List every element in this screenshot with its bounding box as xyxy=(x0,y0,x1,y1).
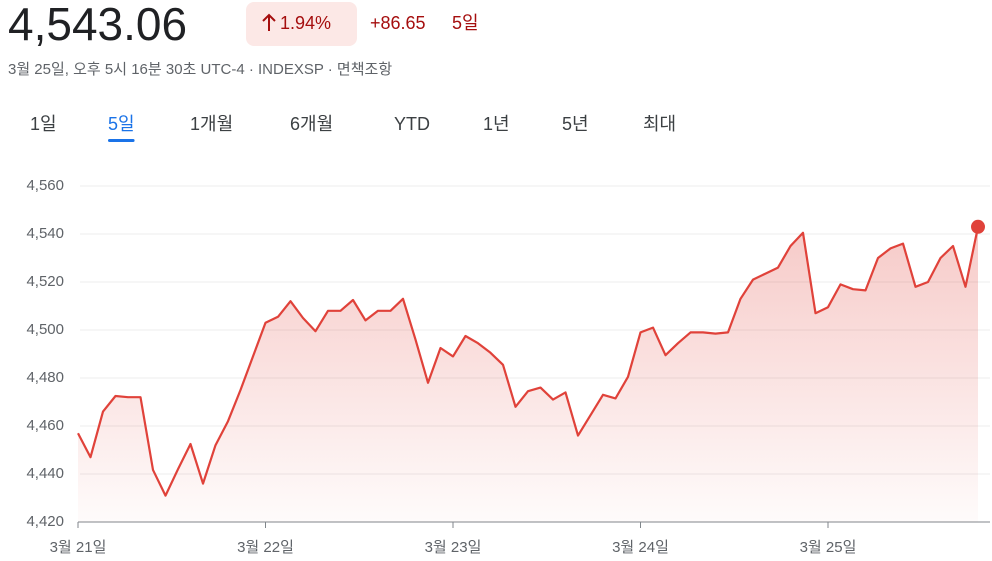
range-tab[interactable]: 1일 xyxy=(30,114,57,134)
y-tick-label: 4,500 xyxy=(26,321,64,338)
change: +86.65 xyxy=(370,13,426,33)
x-tick-label: 3월 22일 xyxy=(237,539,294,556)
up-arrow xyxy=(262,13,276,31)
range-tab[interactable]: 1년 xyxy=(483,114,510,134)
y-tick-label: 4,480 xyxy=(26,369,64,386)
x-tick-label: 3월 23일 xyxy=(425,539,482,556)
y-tick-label: 4,460 xyxy=(26,417,64,434)
range-tab[interactable]: YTD xyxy=(394,114,430,134)
last-point xyxy=(971,219,985,234)
change-badge xyxy=(246,2,357,46)
price: 4,543.06 xyxy=(8,0,187,50)
y-tick-label: 4,560 xyxy=(26,177,64,194)
range-tab[interactable]: 1개월 xyxy=(190,114,233,134)
period: 5일 xyxy=(452,13,479,33)
x-tick-label: 3월 24일 xyxy=(612,539,669,556)
range-tab[interactable]: 5일 xyxy=(108,114,135,134)
y-tick-label: 4,420 xyxy=(26,513,64,530)
x-tick-label: 3월 25일 xyxy=(800,539,857,556)
range-tab[interactable]: 6개월 xyxy=(290,114,333,134)
change-percent: 1.94% xyxy=(280,13,331,33)
y-tick-label: 4,540 xyxy=(26,225,64,242)
active-underline xyxy=(108,139,135,142)
range-tab[interactable]: 5년 xyxy=(562,114,589,134)
x-tick-label: 3월 21일 xyxy=(50,539,107,556)
y-tick-label: 4,520 xyxy=(26,273,64,290)
subtitle: 3월 25일, 오후 5시 16분 30초 UTC-4 · INDEXSP · … xyxy=(8,61,392,78)
area xyxy=(78,226,978,523)
line xyxy=(77,226,980,497)
range-tab[interactable]: 최대 xyxy=(643,114,676,134)
y-tick-label: 4,440 xyxy=(26,465,64,482)
